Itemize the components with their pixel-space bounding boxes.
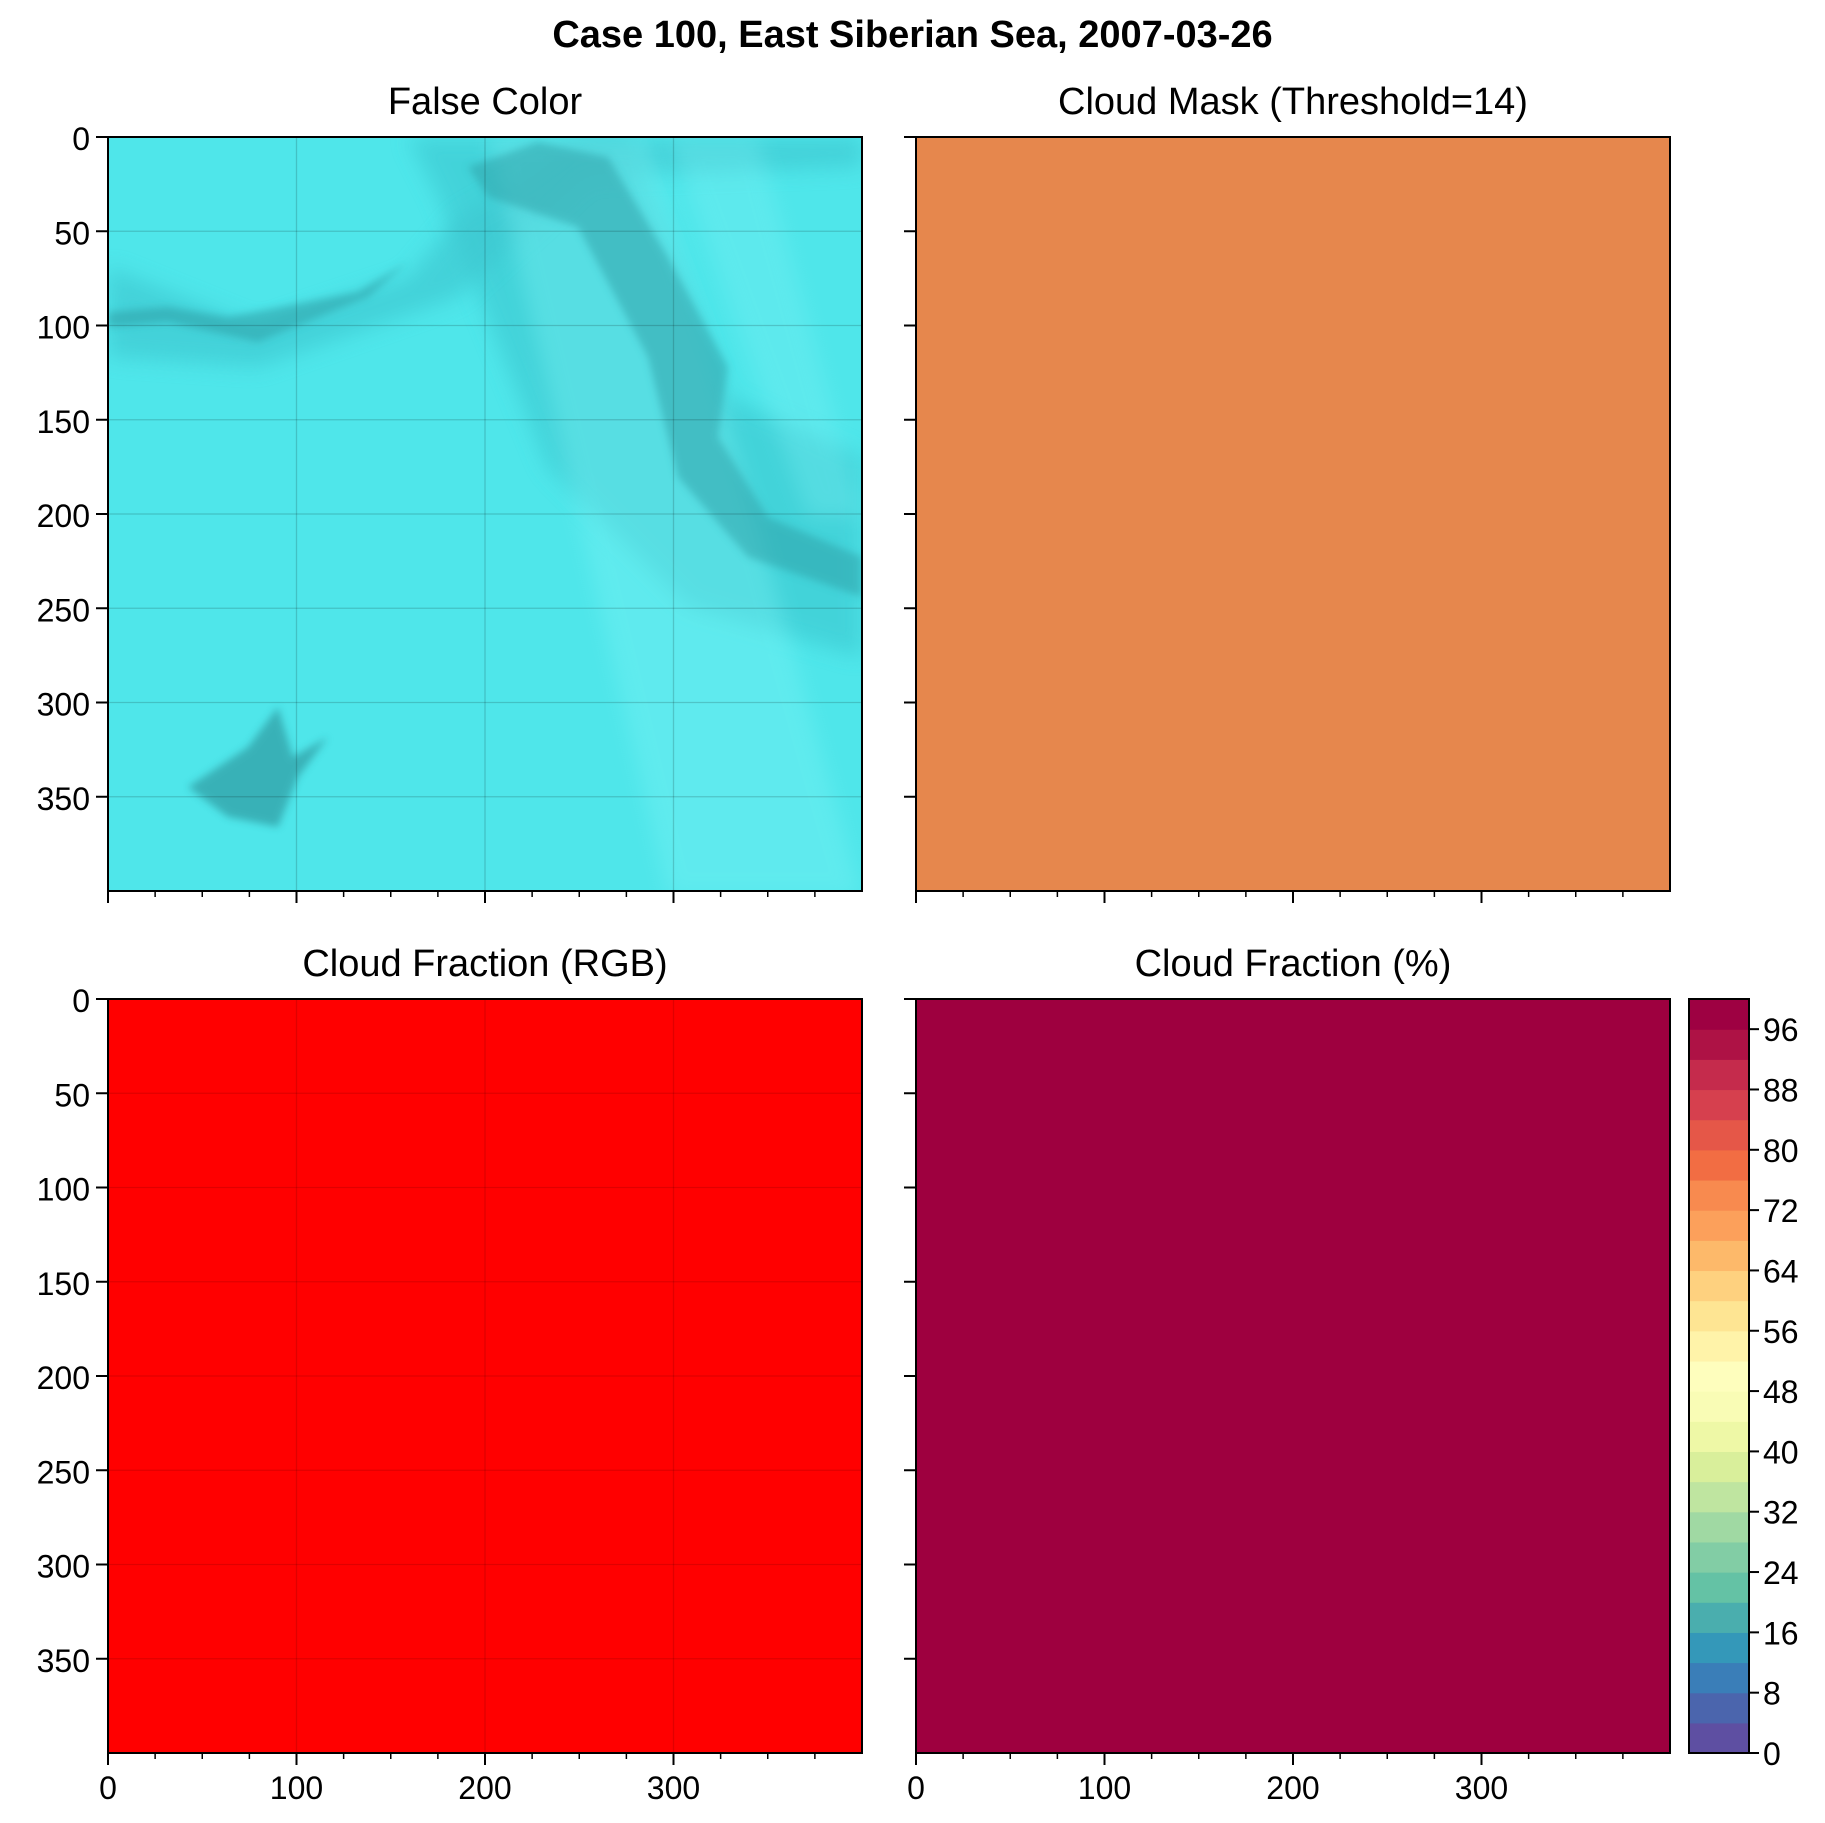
colorbar-segment bbox=[1689, 999, 1749, 1030]
y-tick-label: 250 bbox=[37, 1454, 90, 1490]
y-tick-label: 200 bbox=[37, 1360, 90, 1396]
colorbar-tick-label: 96 bbox=[1763, 1012, 1799, 1048]
colorbar-segment bbox=[1689, 1481, 1749, 1513]
panel-title-false-color: False Color bbox=[387, 81, 583, 123]
panel-4: 0 100 200 300 0 8 16 24 32 40 48 56 64 72 80 88 96 bbox=[904, 998, 1799, 1806]
colorbar-segment bbox=[1689, 1360, 1749, 1392]
colorbar-segment bbox=[1689, 1179, 1749, 1211]
colorbar-tick-label: 48 bbox=[1763, 1374, 1799, 1410]
bright-streak bbox=[488, 137, 861, 891]
colorbar-segment bbox=[1689, 1391, 1749, 1422]
image-fill bbox=[916, 999, 1670, 1753]
colorbar-segment bbox=[1689, 1089, 1749, 1121]
colorbar-segment bbox=[1689, 1662, 1749, 1694]
ice-shade-band bbox=[108, 137, 862, 367]
colorbar-segment bbox=[1689, 1330, 1749, 1362]
y-tick-label: 0 bbox=[72, 121, 90, 157]
colorbar-segment bbox=[1689, 1119, 1749, 1151]
colorbar-segment bbox=[1689, 1240, 1749, 1272]
colorbar: 0 8 16 24 32 40 48 56 64 72 80 88 96 bbox=[1688, 998, 1799, 1772]
colorbar-segment bbox=[1689, 1511, 1749, 1543]
colorbar-segment bbox=[1689, 1722, 1749, 1754]
y-tick-label: 350 bbox=[37, 781, 90, 817]
image-fill bbox=[916, 137, 1670, 891]
colorbar-tick-label: 88 bbox=[1763, 1072, 1799, 1108]
y-tick-label: 150 bbox=[37, 1266, 90, 1302]
x-tick-label: 100 bbox=[270, 1770, 323, 1806]
panel-1: 0 50 100 150 200 250 300 350 bbox=[37, 121, 863, 903]
colorbar-tick-label: 32 bbox=[1763, 1495, 1799, 1531]
colorbar-segment bbox=[1689, 1029, 1749, 1060]
colorbar-segment bbox=[1689, 1451, 1749, 1483]
x-tick-label: 300 bbox=[1455, 1770, 1508, 1806]
false-color-texture bbox=[108, 137, 862, 891]
y-tick-label: 200 bbox=[37, 498, 90, 534]
colorbar-segment bbox=[1689, 1541, 1749, 1573]
colorbar-segment bbox=[1689, 1059, 1749, 1091]
lead-east bbox=[468, 142, 862, 597]
y-tick-label: 150 bbox=[37, 404, 90, 440]
colorbar-segment bbox=[1689, 1300, 1749, 1332]
colorbar-segment bbox=[1689, 1572, 1749, 1603]
y-tick-label: 100 bbox=[37, 1172, 90, 1208]
x-tick-label: 100 bbox=[1078, 1770, 1131, 1806]
panel-3: 0 50 100 150 200 250 300 350 0 100 200 300 bbox=[37, 983, 863, 1806]
lead-west bbox=[108, 262, 408, 342]
colorbar-tick-label: 64 bbox=[1763, 1253, 1799, 1289]
x-tick-label: 200 bbox=[458, 1770, 511, 1806]
colorbar-segment bbox=[1689, 1632, 1749, 1664]
colorbar-tick-label: 40 bbox=[1763, 1434, 1799, 1470]
panel-2 bbox=[904, 136, 1671, 903]
panel-title-cloud-mask: Cloud Mask (Threshold=14) bbox=[1058, 81, 1528, 123]
x-tick-label: 300 bbox=[647, 1770, 700, 1806]
y-tick-label: 50 bbox=[54, 215, 90, 251]
y-tick-label: 300 bbox=[37, 1549, 90, 1585]
panel-title-cloud-fraction-rgb: Cloud Fraction (RGB) bbox=[302, 943, 668, 985]
x-tick-label: 0 bbox=[99, 1770, 117, 1806]
y-tick-label: 50 bbox=[54, 1077, 90, 1113]
colorbar-segment bbox=[1689, 1602, 1749, 1633]
colorbar-frame bbox=[1688, 998, 1750, 1754]
bright-streak-2 bbox=[668, 137, 862, 517]
colorbar-tick-label: 56 bbox=[1763, 1314, 1799, 1350]
colorbar-segment bbox=[1689, 1692, 1749, 1724]
y-tick-label: 0 bbox=[72, 983, 90, 1019]
colorbar-tick-label: 0 bbox=[1763, 1736, 1781, 1772]
y-tick-label: 250 bbox=[37, 592, 90, 628]
colorbar-tick-label: 24 bbox=[1763, 1555, 1799, 1591]
x-tick-label: 0 bbox=[907, 1770, 925, 1806]
colorbar-segment bbox=[1689, 1421, 1749, 1452]
x-tick-label: 200 bbox=[1266, 1770, 1319, 1806]
colorbar-tick-label: 16 bbox=[1763, 1615, 1799, 1651]
colorbar-tick-label: 80 bbox=[1763, 1133, 1799, 1169]
image-fill bbox=[108, 999, 862, 1753]
colorbar-segment bbox=[1689, 1270, 1749, 1302]
colorbar-segment bbox=[1689, 1210, 1749, 1241]
y-tick-label: 300 bbox=[37, 687, 90, 723]
y-tick-label: 100 bbox=[37, 310, 90, 346]
colorbar-tick-label: 72 bbox=[1763, 1193, 1799, 1229]
figure-title: Case 100, East Siberian Sea, 2007-03-26 bbox=[552, 14, 1273, 56]
colorbar-segment bbox=[1689, 1149, 1749, 1181]
colorbar-tick-label: 8 bbox=[1763, 1676, 1781, 1712]
lead-southwest bbox=[188, 707, 328, 827]
panel-title-cloud-fraction-percent: Cloud Fraction (%) bbox=[1134, 943, 1452, 985]
y-tick-label: 350 bbox=[37, 1643, 90, 1679]
